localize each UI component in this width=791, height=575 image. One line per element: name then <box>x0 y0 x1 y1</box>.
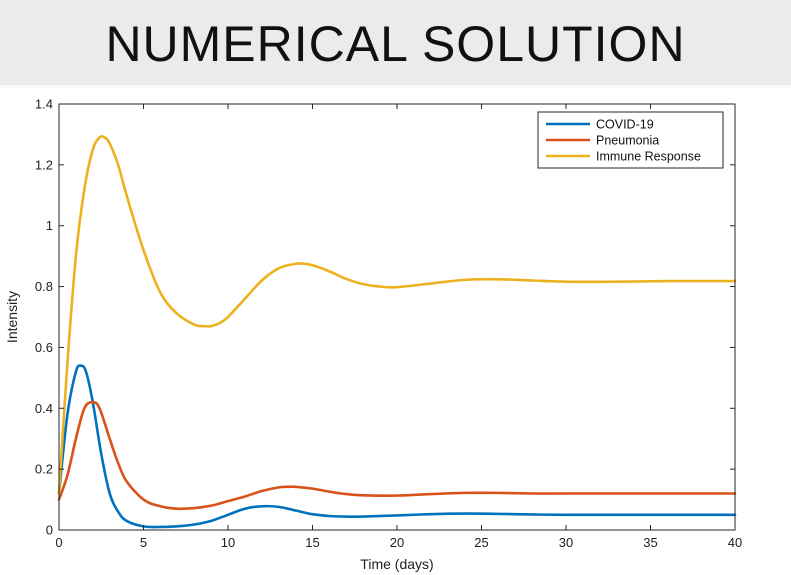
series-line-immune-response <box>57 135 737 495</box>
title-divider <box>0 85 791 88</box>
x-tick-label: 0 <box>55 535 62 550</box>
y-tick-label: 1.4 <box>35 97 53 112</box>
x-tick-label: 15 <box>305 535 319 550</box>
legend-label: Pneumonia <box>596 134 659 148</box>
y-tick-label: 0.2 <box>35 462 53 477</box>
line-chart: 0 5 10 15 20 25 30 35 40 0 0.2 0.4 0.6 0.8 1 1.2 1.4 Tim… <box>4 97 742 573</box>
x-tick-label: 25 <box>474 535 488 550</box>
x-tick-label: 35 <box>643 535 657 550</box>
y-tick-label: 0.4 <box>35 401 53 416</box>
x-axis-label: Time (days) <box>360 556 433 572</box>
legend-label: COVID-19 <box>596 118 654 132</box>
y-axis-label: Intensity <box>4 291 20 343</box>
x-tick-label: 20 <box>390 535 404 550</box>
x-tick-label: 30 <box>559 535 573 550</box>
plot-area <box>59 104 735 530</box>
x-tick-label: 5 <box>140 535 147 550</box>
legend: COVID-19 Pneumonia Immune Response <box>537 111 724 169</box>
y-tick-label: 1.2 <box>35 157 53 172</box>
y-tick-label: 0.8 <box>35 279 53 294</box>
series-line-pneumonia <box>57 400 737 511</box>
x-tick-label: 10 <box>221 535 235 550</box>
x-tick-label: 40 <box>728 535 742 550</box>
y-tick-label: 1 <box>46 218 53 233</box>
legend-label: Immune Response <box>596 150 701 164</box>
slide-title: NUMERICAL SOLUTION <box>105 16 686 72</box>
y-tick-label: 0.6 <box>35 340 53 355</box>
series-line-covid-19 <box>57 364 737 529</box>
chart-figure: 0 5 10 15 20 25 30 35 40 0 0.2 0.4 0.6 0.8 1 1.2 1.4 Tim… <box>0 88 791 575</box>
y-tick-label: 0 <box>46 523 53 538</box>
